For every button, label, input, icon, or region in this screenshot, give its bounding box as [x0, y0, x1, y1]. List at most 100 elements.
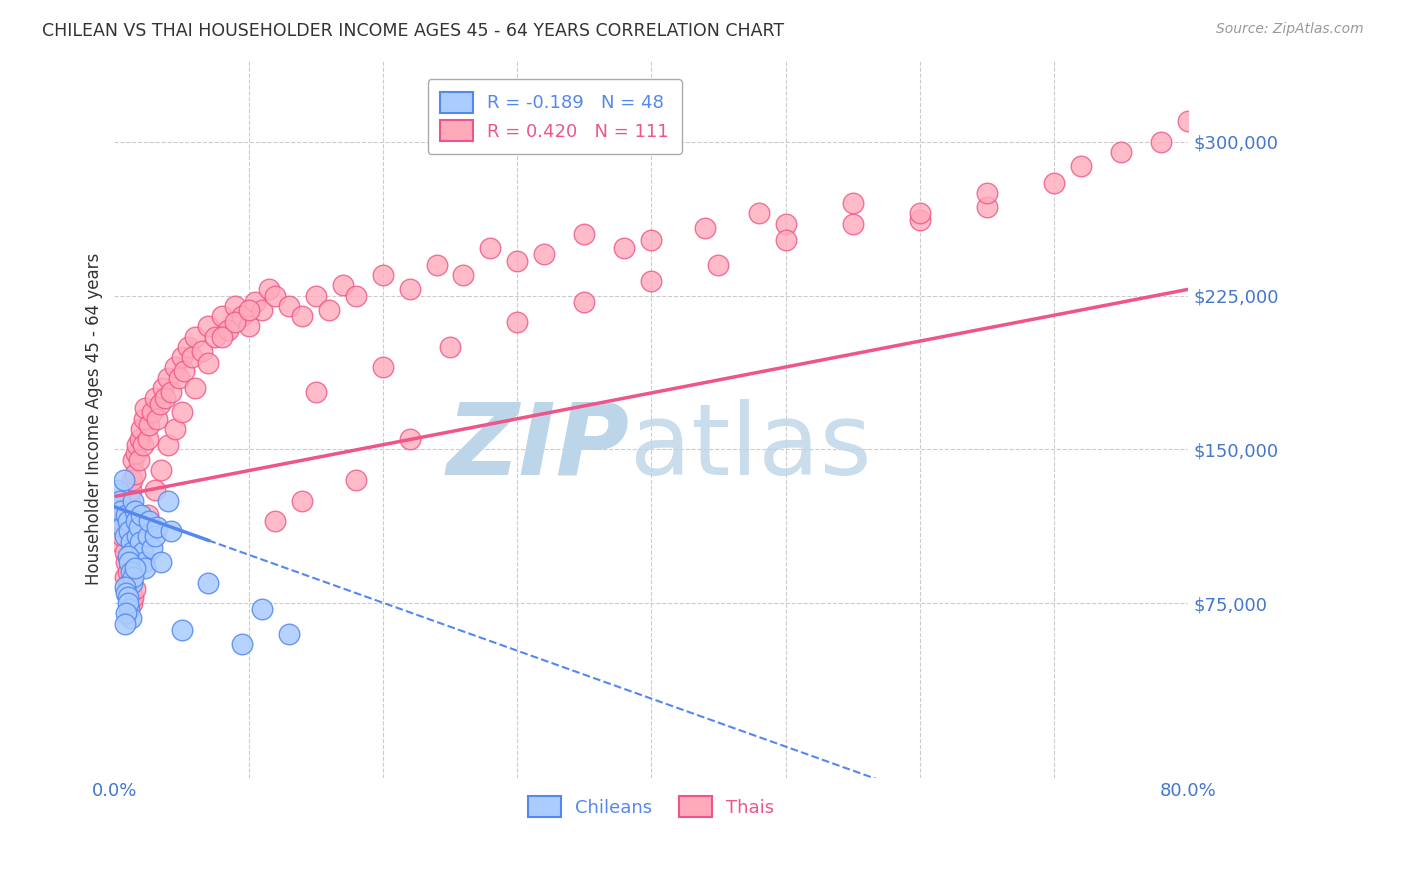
Point: [111, 528, 134, 542]
Point: [506, 253, 529, 268]
Point: [707, 258, 730, 272]
Point: [204, 329, 226, 343]
Point: [533, 247, 555, 261]
Point: [291, 493, 314, 508]
Point: [110, 514, 132, 528]
Point: [371, 360, 394, 375]
Text: atlas: atlas: [630, 399, 872, 496]
Point: [344, 473, 367, 487]
Point: [107, 483, 129, 498]
Point: [613, 241, 636, 255]
Point: [163, 360, 186, 375]
Point: [439, 340, 461, 354]
Point: [149, 397, 172, 411]
Point: [479, 241, 502, 255]
Point: [118, 575, 141, 590]
Point: [291, 309, 314, 323]
Point: [138, 514, 160, 528]
Point: [127, 528, 149, 542]
Point: [108, 534, 131, 549]
Point: [121, 596, 143, 610]
Point: [120, 610, 142, 624]
Point: [112, 473, 135, 487]
Point: [181, 350, 204, 364]
Point: [572, 227, 595, 241]
Point: [640, 274, 662, 288]
Point: [250, 302, 273, 317]
Point: [152, 381, 174, 395]
Point: [775, 233, 797, 247]
Point: [136, 432, 159, 446]
Point: [224, 315, 246, 329]
Point: [908, 212, 931, 227]
Point: [197, 575, 219, 590]
Point: [150, 555, 173, 569]
Point: [129, 432, 152, 446]
Point: [1150, 135, 1173, 149]
Point: [115, 508, 138, 522]
Point: [118, 555, 141, 569]
Point: [841, 217, 863, 231]
Point: [115, 607, 138, 621]
Point: [305, 384, 328, 399]
Point: [218, 323, 240, 337]
Point: [141, 405, 163, 419]
Point: [114, 580, 136, 594]
Point: [264, 288, 287, 302]
Point: [114, 616, 136, 631]
Point: [693, 220, 716, 235]
Point: [122, 452, 145, 467]
Point: [264, 514, 287, 528]
Point: [277, 627, 299, 641]
Point: [114, 528, 136, 542]
Point: [115, 555, 138, 569]
Point: [170, 623, 193, 637]
Point: [238, 319, 260, 334]
Point: [231, 637, 253, 651]
Point: [163, 422, 186, 436]
Text: CHILEAN VS THAI HOUSEHOLDER INCOME AGES 45 - 64 YEARS CORRELATION CHART: CHILEAN VS THAI HOUSEHOLDER INCOME AGES …: [42, 22, 785, 40]
Point: [110, 504, 132, 518]
Point: [128, 452, 150, 467]
Point: [184, 381, 207, 395]
Point: [118, 524, 141, 539]
Point: [124, 582, 146, 596]
Point: [115, 586, 138, 600]
Point: [124, 467, 146, 481]
Point: [572, 294, 595, 309]
Point: [132, 411, 155, 425]
Point: [108, 493, 131, 508]
Point: [136, 528, 159, 542]
Point: [118, 493, 141, 508]
Point: [124, 504, 146, 518]
Point: [117, 520, 139, 534]
Point: [157, 438, 180, 452]
Point: [170, 350, 193, 364]
Point: [131, 438, 153, 452]
Point: [157, 370, 180, 384]
Point: [114, 569, 136, 583]
Point: [146, 520, 169, 534]
Point: [190, 343, 212, 358]
Point: [136, 508, 159, 522]
Point: [129, 508, 152, 522]
Point: [159, 384, 181, 399]
Point: [121, 473, 143, 487]
Point: [257, 282, 280, 296]
Point: [117, 596, 139, 610]
Point: [1043, 176, 1066, 190]
Point: [134, 401, 156, 416]
Point: [141, 541, 163, 555]
Legend: Chileans, Thais: Chileans, Thais: [519, 787, 783, 826]
Point: [117, 549, 139, 563]
Point: [976, 200, 998, 214]
Point: [150, 463, 173, 477]
Point: [129, 545, 152, 559]
Point: [398, 432, 420, 446]
Point: [125, 514, 148, 528]
Point: [117, 514, 139, 528]
Point: [124, 561, 146, 575]
Point: [122, 493, 145, 508]
Point: [167, 370, 190, 384]
Point: [120, 566, 142, 580]
